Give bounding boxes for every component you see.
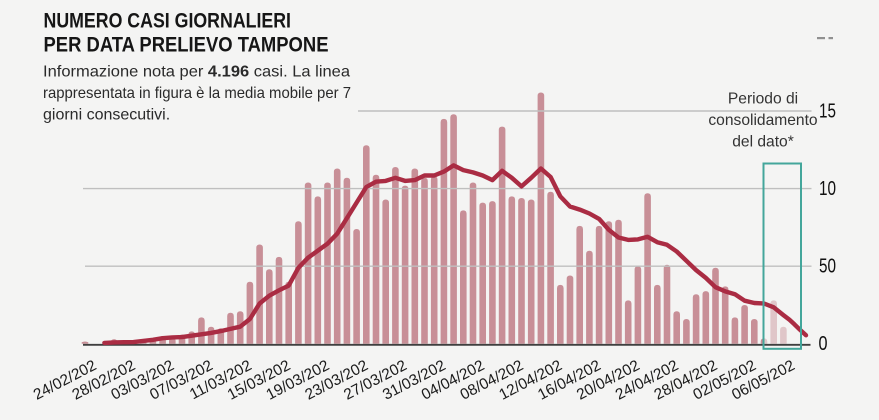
- svg-text:PER DATA PRELIEVO TAMPONE: PER DATA PRELIEVO TAMPONE: [44, 33, 329, 57]
- svg-text:0: 0: [819, 333, 828, 355]
- svg-text:del dato*: del dato*: [732, 134, 794, 151]
- svg-text:Informazione nota per 4.196 ca: Informazione nota per 4.196 casi. La lin…: [43, 64, 350, 81]
- svg-text:rappresentata in figura è la m: rappresentata in figura è la media mobil…: [43, 85, 351, 102]
- svg-text:15: 15: [819, 101, 836, 123]
- svg-text:NUMERO CASI GIORNALIERI: NUMERO CASI GIORNALIERI: [44, 9, 292, 33]
- svg-text:consolidamento: consolidamento: [708, 112, 818, 129]
- svg-text:50: 50: [819, 256, 836, 278]
- svg-text:Periodo di: Periodo di: [728, 91, 798, 108]
- svg-text:10: 10: [819, 178, 836, 200]
- svg-text:giorni consecutivi.: giorni consecutivi.: [43, 107, 170, 124]
